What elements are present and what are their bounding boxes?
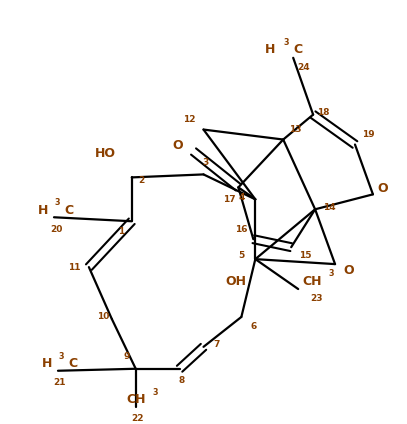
Text: 8: 8 [178, 376, 185, 385]
Text: C: C [293, 43, 302, 56]
Text: 18: 18 [317, 108, 329, 117]
Text: O: O [378, 182, 388, 195]
Text: 20: 20 [50, 225, 62, 234]
Text: 4: 4 [238, 193, 245, 202]
Text: 19: 19 [362, 130, 374, 139]
Text: CH: CH [302, 275, 322, 287]
Text: 23: 23 [310, 295, 322, 304]
Text: 3: 3 [55, 198, 61, 207]
Text: CH: CH [126, 393, 145, 406]
Text: 16: 16 [235, 225, 247, 234]
Text: C: C [64, 204, 73, 217]
Text: 22: 22 [131, 414, 144, 423]
Text: 3: 3 [283, 38, 289, 47]
Text: 21: 21 [54, 378, 66, 387]
Text: 13: 13 [289, 125, 302, 134]
Text: 10: 10 [96, 312, 109, 321]
Text: 17: 17 [223, 195, 236, 204]
Text: 6: 6 [250, 322, 256, 332]
Text: O: O [344, 264, 354, 276]
Text: C: C [68, 357, 77, 370]
Text: 9: 9 [124, 352, 130, 361]
Text: 24: 24 [297, 63, 309, 72]
Text: 11: 11 [68, 262, 80, 272]
Text: H: H [265, 43, 275, 56]
Text: H: H [42, 357, 52, 370]
Text: OH: OH [225, 275, 246, 287]
Text: 14: 14 [323, 203, 335, 212]
Text: HO: HO [95, 147, 116, 160]
Text: 3: 3 [153, 388, 158, 397]
Text: H: H [37, 204, 48, 217]
Text: 12: 12 [183, 115, 196, 124]
Text: 3: 3 [328, 269, 334, 278]
Text: 3: 3 [59, 352, 64, 361]
Text: 15: 15 [299, 251, 311, 259]
Text: 2: 2 [138, 176, 145, 185]
Text: 1: 1 [118, 227, 124, 236]
Text: 7: 7 [213, 340, 220, 349]
Text: 5: 5 [238, 251, 245, 259]
Text: O: O [172, 139, 183, 152]
Text: 3: 3 [202, 158, 209, 167]
